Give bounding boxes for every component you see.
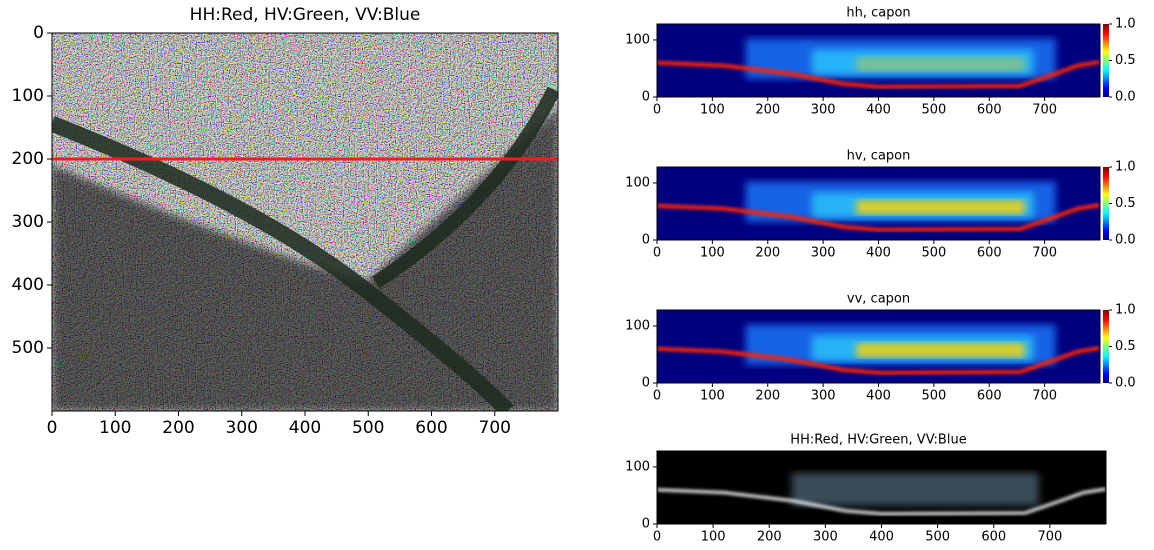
x-tick-label: 600 bbox=[977, 389, 1002, 404]
x-tick-label: 100 bbox=[700, 389, 725, 404]
x-tick-label: 400 bbox=[866, 246, 891, 261]
y-tick-label: 0 bbox=[33, 23, 44, 43]
image bbox=[657, 451, 1106, 524]
x-tick-label: 500 bbox=[921, 103, 946, 118]
y-tick-label: 100 bbox=[12, 86, 44, 106]
y-tick-label: 500 bbox=[12, 338, 44, 358]
blob bbox=[856, 199, 1025, 215]
chart-title: vv, capon bbox=[847, 292, 910, 307]
blob bbox=[856, 342, 1025, 358]
image bbox=[657, 310, 1100, 383]
x-tick-label: 100 bbox=[700, 246, 725, 261]
y-tick-label: 0 bbox=[642, 376, 650, 391]
y-tick-label: 0 bbox=[642, 233, 650, 248]
x-tick-label: 600 bbox=[977, 103, 1002, 118]
chart-title: hh, capon bbox=[846, 6, 910, 21]
x-tick-label: 300 bbox=[811, 246, 836, 261]
x-tick-label: 200 bbox=[757, 530, 782, 545]
colorbar-tick-label: 0.0 bbox=[1115, 376, 1136, 391]
x-tick-label: 500 bbox=[352, 418, 384, 438]
blob bbox=[791, 472, 1039, 506]
x-tick-label: 600 bbox=[981, 530, 1006, 545]
y-tick-label: 0 bbox=[642, 90, 650, 105]
colorbar-tick-label: 1.0 bbox=[1115, 17, 1136, 32]
chart-title: HH:Red, HV:Green, VV:Blue bbox=[190, 5, 421, 25]
y-tick-label: 100 bbox=[625, 459, 650, 474]
y-tick-label: 200 bbox=[12, 149, 44, 169]
x-tick-label: 700 bbox=[1032, 246, 1057, 261]
colorbar bbox=[1103, 310, 1109, 383]
x-tick-label: 200 bbox=[755, 389, 780, 404]
y-tick-label: 100 bbox=[625, 32, 650, 47]
image bbox=[52, 33, 558, 411]
colorbar-tick-label: 0.5 bbox=[1115, 53, 1136, 68]
image bbox=[657, 167, 1100, 240]
colorbar-tick-label: 0.0 bbox=[1115, 233, 1136, 248]
road bbox=[372, 86, 558, 289]
blob bbox=[856, 56, 1025, 72]
image bbox=[657, 24, 1100, 97]
x-tick-label: 0 bbox=[653, 103, 661, 118]
x-tick-label: 0 bbox=[653, 246, 661, 261]
x-tick-label: 500 bbox=[921, 389, 946, 404]
x-tick-label: 400 bbox=[866, 389, 891, 404]
x-tick-label: 200 bbox=[755, 246, 780, 261]
x-tick-label: 200 bbox=[755, 103, 780, 118]
x-tick-label: 400 bbox=[289, 418, 321, 438]
x-tick-label: 300 bbox=[811, 389, 836, 404]
x-tick-label: 100 bbox=[99, 418, 131, 438]
y-tick-label: 300 bbox=[12, 212, 44, 232]
x-tick-label: 700 bbox=[1032, 389, 1057, 404]
x-tick-label: 600 bbox=[977, 246, 1002, 261]
x-tick-label: 700 bbox=[1032, 103, 1057, 118]
y-tick-label: 100 bbox=[625, 175, 650, 190]
colorbar-tick-label: 1.0 bbox=[1115, 160, 1136, 175]
x-tick-label: 0 bbox=[47, 418, 58, 438]
x-tick-label: 100 bbox=[700, 103, 725, 118]
x-tick-label: 600 bbox=[415, 418, 447, 438]
x-tick-label: 700 bbox=[479, 418, 511, 438]
colorbar-tick-label: 0.0 bbox=[1115, 90, 1136, 105]
x-tick-label: 500 bbox=[921, 246, 946, 261]
ground bbox=[657, 202, 1100, 232]
colorbar-tick-label: 0.5 bbox=[1115, 196, 1136, 211]
chart-title: hv, capon bbox=[847, 149, 911, 164]
x-tick-label: 400 bbox=[869, 530, 894, 545]
x-tick-label: 300 bbox=[813, 530, 838, 545]
road bbox=[52, 116, 514, 411]
x-tick-label: 500 bbox=[925, 530, 950, 545]
colorbar bbox=[1103, 167, 1109, 240]
y-tick-label: 0 bbox=[642, 517, 650, 532]
x-tick-label: 200 bbox=[162, 418, 194, 438]
ground bbox=[657, 345, 1100, 375]
x-tick-label: 300 bbox=[811, 103, 836, 118]
x-tick-label: 0 bbox=[653, 389, 661, 404]
x-tick-label: 700 bbox=[1037, 530, 1062, 545]
x-tick-label: 100 bbox=[701, 530, 726, 545]
x-tick-label: 300 bbox=[226, 418, 258, 438]
x-tick-label: 0 bbox=[653, 530, 661, 545]
colorbar bbox=[1103, 24, 1109, 97]
x-tick-label: 400 bbox=[866, 103, 891, 118]
colorbar-tick-label: 0.5 bbox=[1115, 339, 1136, 354]
ground bbox=[657, 59, 1100, 89]
y-tick-label: 400 bbox=[12, 275, 44, 295]
ground bbox=[657, 487, 1106, 516]
y-tick-label: 100 bbox=[625, 318, 650, 333]
chart-title: HH:Red, HV:Green, VV:Blue bbox=[790, 433, 966, 448]
colorbar-tick-label: 1.0 bbox=[1115, 303, 1136, 318]
